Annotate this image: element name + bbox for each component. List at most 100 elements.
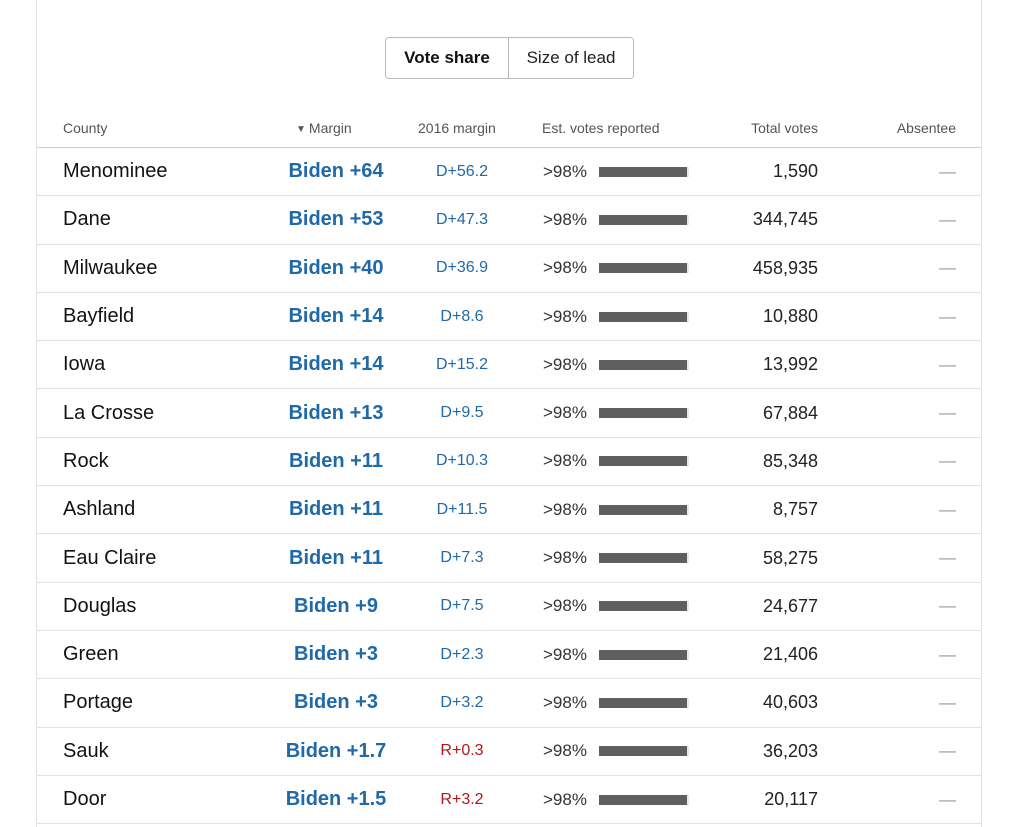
est-votes-column-header[interactable]: Est. votes reported xyxy=(542,120,660,136)
margin-value: Biden +40 xyxy=(288,256,384,279)
absentee-value: — xyxy=(939,451,956,471)
margin-2016-value: D+2.3 xyxy=(440,645,484,663)
margin-2016-value: D+8.6 xyxy=(440,307,484,325)
reported-progress-fill xyxy=(599,214,688,225)
absentee-value: — xyxy=(939,403,956,423)
total-votes-value: 20,117 xyxy=(764,789,818,809)
reported-progress-fill xyxy=(599,553,688,564)
total-votes-value: 1,590 xyxy=(772,161,818,182)
county-results-table: Menominee Biden +64 D+56.2 >98% 1,590 — Dane Bi… xyxy=(37,148,981,825)
reported-progress-bar xyxy=(599,456,689,467)
county-name: Douglas xyxy=(63,594,137,617)
margin-value: Biden +11 xyxy=(289,546,383,569)
absentee-value: — xyxy=(939,596,956,616)
total-votes-value: 458,935 xyxy=(752,257,818,278)
reported-progress-bar xyxy=(599,649,689,660)
table-row[interactable]: La Crosse Biden +13 D+9.5 >98% 67,884 — xyxy=(37,389,981,438)
margin-2016-value: D+36.9 xyxy=(435,259,489,277)
reported-progress-bar xyxy=(599,697,689,708)
absentee-value: — xyxy=(939,548,956,568)
absentee-value: — xyxy=(939,789,956,809)
table-row[interactable]: Green Biden +3 D+2.3 >98% 21,406 — xyxy=(37,631,981,680)
margin-value: Biden +14 xyxy=(288,353,384,376)
total-votes-column-header[interactable]: Total votes xyxy=(751,120,818,136)
total-votes-value: 67,884 xyxy=(762,402,818,423)
county-name: La Crosse xyxy=(63,401,155,424)
reported-progress-bar xyxy=(599,311,689,322)
vote-share-button[interactable]: Vote share xyxy=(386,38,509,78)
table-row[interactable]: Iowa Biden +14 D+15.2 >98% 13,992 — xyxy=(37,341,981,390)
est-reported-value: >98% xyxy=(543,161,587,181)
est-reported-value: >98% xyxy=(543,403,587,423)
reported-progress-bar xyxy=(599,553,689,564)
county-name: Rock xyxy=(63,449,109,472)
margin-2016-value: R+3.2 xyxy=(440,790,484,808)
reported-progress-fill xyxy=(599,697,688,708)
total-votes-value: 24,677 xyxy=(762,595,818,616)
county-name: Eau Claire xyxy=(63,546,157,569)
reported-progress-fill xyxy=(599,601,688,612)
margin-value: Biden +1.5 xyxy=(285,788,387,810)
total-votes-value: 344,745 xyxy=(752,209,818,230)
table-row[interactable]: Bayfield Biden +14 D+8.6 >98% 10,880 — xyxy=(37,293,981,342)
margin-2016-value: D+15.2 xyxy=(435,355,489,373)
county-name: Green xyxy=(63,643,119,666)
table-row[interactable]: Milwaukee Biden +40 D+36.9 >98% 458,935 — xyxy=(37,245,981,293)
reported-progress-fill xyxy=(599,456,688,467)
margin-2016-value: D+3.2 xyxy=(440,693,484,711)
reported-progress-bar xyxy=(599,601,689,612)
table-row[interactable]: Menominee Biden +64 D+56.2 >98% 1,590 — xyxy=(37,148,981,197)
total-votes-value: 21,406 xyxy=(762,644,818,665)
size-of-lead-button[interactable]: Size of lead xyxy=(509,38,633,78)
est-reported-value: >98% xyxy=(543,451,587,471)
margin-header-label: Margin xyxy=(308,120,352,136)
total-votes-value: 36,203 xyxy=(762,740,818,761)
reported-progress-bar xyxy=(599,214,689,225)
est-reported-value: >98% xyxy=(543,209,587,229)
total-votes-value: 85,348 xyxy=(762,450,818,471)
table-row[interactable]: Douglas Biden +9 D+7.5 >98% 24,677 — xyxy=(37,583,981,631)
county-name: Milwaukee xyxy=(63,256,158,279)
reported-progress-fill xyxy=(599,311,688,322)
reported-progress-fill xyxy=(599,794,688,805)
table-row[interactable]: Eau Claire Biden +11 D+7.3 >98% 58,275 — xyxy=(37,534,981,583)
margin-2016-column-header[interactable]: 2016 margin xyxy=(418,120,496,136)
absentee-value: — xyxy=(939,644,956,664)
reported-progress-bar xyxy=(599,746,689,757)
margin-column-header[interactable]: ▼ Margin xyxy=(296,120,366,136)
margin-2016-value: D+56.2 xyxy=(435,162,489,180)
table-row[interactable]: Portage Biden +3 D+3.2 >98% 40,603 — xyxy=(37,679,981,728)
est-reported-value: >98% xyxy=(543,354,587,374)
reported-progress-fill xyxy=(599,263,688,274)
sort-descending-icon: ▼ xyxy=(296,124,306,135)
table-row[interactable]: Door Biden +1.5 R+3.2 >98% 20,117 — xyxy=(37,776,981,825)
margin-value: Biden +13 xyxy=(288,401,384,424)
margin-2016-value: D+7.5 xyxy=(440,597,484,615)
total-votes-value: 13,992 xyxy=(762,354,818,375)
est-reported-value: >98% xyxy=(543,644,587,664)
table-row[interactable]: Dane Biden +53 D+47.3 >98% 344,745 — xyxy=(37,196,981,245)
absentee-column-header[interactable]: Absentee xyxy=(896,120,956,136)
table-row[interactable]: Ashland Biden +11 D+11.5 >98% 8,757 — xyxy=(37,486,981,535)
margin-2016-value: D+10.3 xyxy=(435,452,489,470)
margin-2016-value: D+47.3 xyxy=(435,210,489,228)
reported-progress-fill xyxy=(599,166,688,177)
absentee-value: — xyxy=(939,499,956,519)
margin-value: Biden +3 xyxy=(294,691,378,714)
est-reported-value: >98% xyxy=(543,692,587,712)
est-reported-value: >98% xyxy=(543,548,587,568)
reported-progress-fill xyxy=(599,359,688,370)
margin-2016-value: D+7.3 xyxy=(440,549,484,567)
margin-value: Biden +53 xyxy=(288,208,384,231)
county-name: Ashland xyxy=(63,498,136,521)
results-panel xyxy=(36,0,982,827)
margin-value: Biden +9 xyxy=(294,594,378,617)
table-row[interactable]: Sauk Biden +1.7 R+0.3 >98% 36,203 — xyxy=(37,728,981,776)
county-column-header[interactable]: County xyxy=(63,120,108,136)
total-votes-value: 40,603 xyxy=(762,692,818,713)
table-row[interactable]: Rock Biden +11 D+10.3 >98% 85,348 — xyxy=(37,438,981,487)
reported-progress-fill xyxy=(599,649,688,660)
total-votes-value: 58,275 xyxy=(762,547,818,568)
est-reported-value: >98% xyxy=(543,596,587,616)
county-name: Bayfield xyxy=(63,305,135,328)
